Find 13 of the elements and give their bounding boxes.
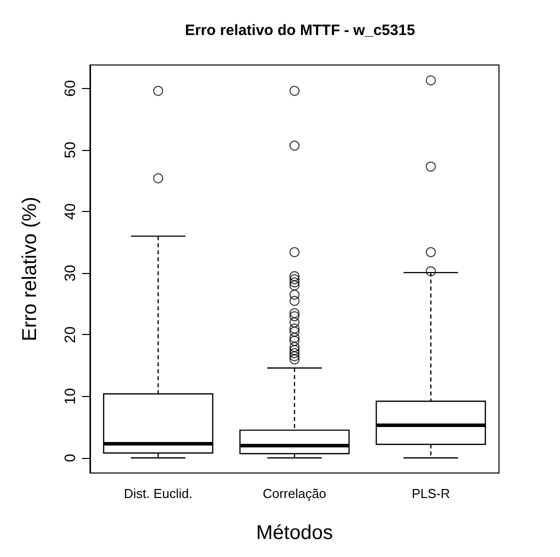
- x-tick-label: Correlação: [262, 486, 326, 501]
- y-tick-label: 50: [62, 142, 79, 158]
- y-tick-label: 30: [62, 264, 79, 282]
- y-tick-label: 40: [62, 203, 79, 220]
- x-tick-label: PLS-R: [412, 486, 450, 501]
- y-axis-title: Erro relativo (%): [19, 196, 41, 342]
- y-tick-label: 0: [62, 454, 79, 462]
- x-tick-label: Dist. Euclid.: [124, 486, 192, 501]
- x-axis-title: Métodos: [256, 522, 333, 544]
- y-tick-label: 60: [62, 80, 79, 97]
- y-tick-label: 20: [62, 326, 79, 344]
- chart-title: Erro relativo do MTTF - w_c5315: [184, 22, 416, 39]
- y-tick-label: 10: [62, 388, 79, 405]
